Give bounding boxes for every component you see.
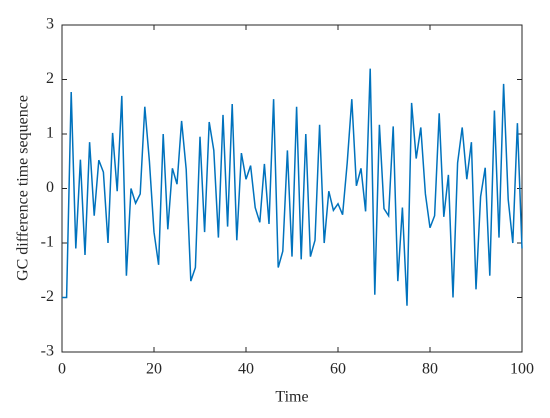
y-tick-label: -1 [41, 234, 54, 251]
y-tick-label: -2 [41, 288, 54, 305]
x-tick-label: 20 [146, 361, 162, 378]
plot-area [61, 24, 523, 353]
x-tick-label: 40 [238, 361, 254, 378]
x-axis-label: Time [275, 389, 308, 406]
y-tick-label: 1 [46, 125, 54, 142]
y-tick-label: 2 [46, 70, 54, 87]
x-tick-label: 60 [330, 361, 346, 378]
data-line [62, 68, 523, 306]
y-axis-label: GC difference time sequence [15, 95, 32, 281]
y-tick-label: 0 [46, 179, 54, 196]
y-tick-label: 3 [46, 16, 54, 33]
x-tick-label: 0 [58, 361, 66, 378]
x-tick-label: 100 [510, 361, 534, 378]
x-tick-label: 80 [422, 361, 438, 378]
y-tick-label: -3 [41, 343, 54, 360]
